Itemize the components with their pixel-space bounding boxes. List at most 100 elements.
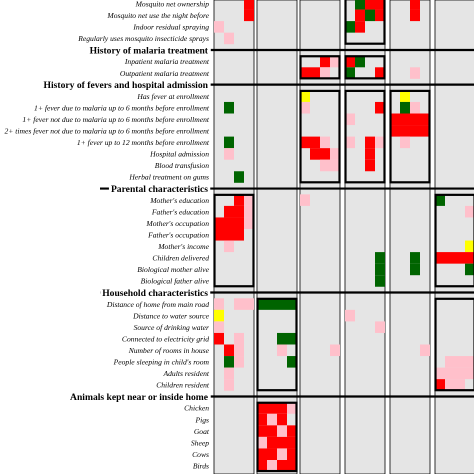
cell-pink — [214, 298, 224, 310]
section-label-background — [87, 44, 211, 58]
row-label: Cows — [192, 450, 209, 459]
cell-pink — [234, 356, 244, 368]
cell-red — [435, 252, 445, 264]
highlight-box — [434, 297, 474, 392]
highlight-box — [434, 193, 474, 288]
cell-yellow — [465, 240, 474, 253]
cell-red — [277, 460, 287, 472]
cell-pink — [234, 344, 244, 357]
cell-red — [355, 21, 365, 33]
cell-red — [224, 205, 234, 218]
cell-red — [355, 9, 365, 22]
cell-red — [410, 0, 420, 10]
cell-red — [214, 217, 224, 229]
cell-pink — [445, 356, 455, 368]
cell-red — [390, 113, 400, 126]
cell-pink — [375, 136, 385, 149]
cell-pink — [244, 298, 254, 310]
heatmap-cells — [214, 0, 474, 472]
cell-red — [410, 125, 420, 137]
cell-pink — [267, 460, 277, 472]
highlight-box — [256, 297, 298, 392]
cell-green — [345, 67, 355, 79]
cell-red — [287, 425, 297, 437]
cell-red — [287, 460, 297, 472]
cell-red — [400, 125, 410, 137]
section-label: Parental characteristics — [111, 184, 208, 195]
cell-yellow — [300, 90, 310, 102]
cell-pink — [244, 205, 254, 218]
cell-red — [287, 448, 297, 460]
row-label: Regularly uses mosquito insecticide spra… — [77, 34, 209, 43]
section-label: History of fevers and hospital admission — [44, 80, 209, 91]
cell-red — [234, 217, 244, 229]
cell-pink — [345, 309, 355, 322]
cell-pink — [244, 217, 254, 229]
row-label: Has fever at enrollment — [136, 92, 210, 101]
highlight-boxes — [213, 0, 474, 473]
cell-green — [224, 356, 234, 368]
cell-pink — [234, 332, 244, 345]
section-label: Animals kept near or inside home — [70, 392, 209, 403]
cell-pink — [420, 344, 430, 357]
cell-red — [267, 425, 277, 437]
cell-pink — [224, 148, 234, 160]
row-label: Hospital admission — [149, 150, 209, 159]
cell-pink — [244, 194, 254, 206]
row-label: 1+ fever up to 12 months before enrollme… — [77, 138, 210, 147]
row-label: Father's education — [151, 207, 209, 216]
cell-green — [375, 252, 385, 264]
cell-pink — [224, 32, 234, 45]
cell-red — [234, 194, 244, 206]
cell-red — [224, 217, 234, 229]
cell-red — [257, 413, 267, 426]
cell-red — [224, 344, 234, 357]
section-label: Household characteristics — [102, 288, 208, 299]
cell-green — [277, 298, 287, 310]
cell-green — [375, 263, 385, 276]
cell-green — [287, 298, 297, 310]
row-label: Source of drinking water — [134, 323, 209, 332]
row-label: Goat — [194, 427, 210, 436]
cell-pink — [224, 367, 234, 380]
row-label: Adults resident — [163, 369, 210, 378]
cell-green — [234, 171, 244, 183]
cell-green — [277, 332, 287, 345]
row-label: Sheep — [191, 438, 209, 447]
cell-red — [365, 0, 375, 10]
cell-red — [400, 113, 410, 126]
cell-red — [267, 448, 277, 460]
highlight-box — [256, 401, 298, 473]
row-label: Number of rooms in house — [128, 346, 210, 355]
cell-pink — [345, 136, 355, 149]
cell-red — [310, 67, 320, 79]
row-label: Biological mother alive — [137, 265, 209, 274]
cell-red — [365, 159, 375, 172]
row-label: Children resident — [156, 381, 210, 390]
row-label: Herbal treatment on gums — [128, 173, 209, 182]
highlight-box — [213, 193, 255, 288]
cell-green — [410, 252, 420, 264]
row-label: Chicken — [184, 404, 209, 413]
cell-green — [355, 55, 365, 68]
row-label: People sleeping in child's room — [113, 358, 210, 367]
cell-red — [375, 101, 385, 114]
cell-red — [310, 148, 320, 160]
cell-pink — [455, 367, 465, 380]
row-label: 1+ fever due to malaria up to 6 months b… — [34, 103, 210, 112]
cell-pink — [300, 194, 310, 206]
cell-red — [267, 402, 277, 414]
cell-green — [365, 9, 375, 22]
cell-red — [300, 136, 310, 149]
cell-red — [257, 425, 267, 437]
cell-red — [410, 113, 420, 126]
cell-pink — [300, 101, 310, 114]
cell-pink — [234, 298, 244, 310]
row-label: Indoor residual spraying — [132, 23, 209, 32]
cell-green — [257, 298, 267, 310]
cell-pink — [455, 379, 465, 391]
cell-green — [224, 101, 234, 114]
row-label: Biological father alive — [141, 277, 210, 286]
row-label: Blood transfusion — [155, 161, 209, 170]
